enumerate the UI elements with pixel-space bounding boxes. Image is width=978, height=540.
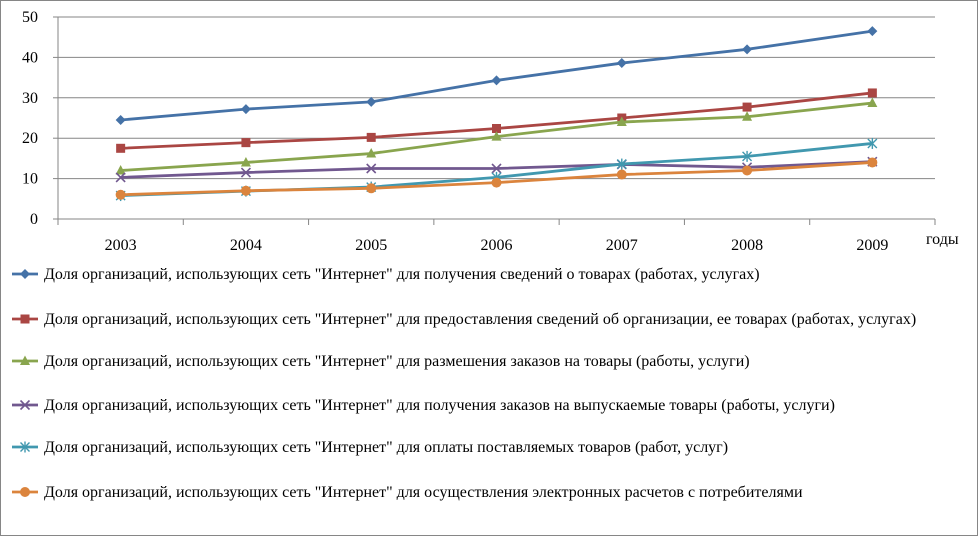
data-point [366, 132, 376, 142]
data-point [742, 111, 753, 121]
legend-item: Доля организаций, использующих сеть "Инт… [12, 484, 803, 501]
x-tick-label: 2004 [230, 237, 262, 254]
x-tick-label: 2007 [606, 237, 638, 254]
series-3 [115, 97, 878, 175]
legend-item: Доля организаций, использующих сеть "Инт… [12, 397, 835, 414]
data-point [115, 172, 126, 183]
legend-marker [20, 487, 30, 497]
data-point [116, 143, 126, 153]
data-point [616, 169, 627, 180]
data-point [867, 157, 878, 168]
y-tick-label: 30 [22, 90, 38, 107]
series-6 [115, 157, 878, 200]
data-point [491, 163, 502, 174]
legend-item: Доля организаций, использующих сеть "Инт… [12, 439, 728, 456]
series [115, 26, 878, 202]
data-point [366, 148, 377, 158]
y-tick-label: 0 [30, 211, 38, 228]
x-tick-label: 2005 [355, 237, 387, 254]
legend-label: Доля организаций, использующих сеть "Инт… [44, 353, 750, 370]
data-point [491, 75, 502, 86]
data-point [491, 177, 502, 188]
x-tick-label: 2009 [856, 237, 888, 254]
gridlines [58, 16, 935, 180]
data-point [241, 138, 251, 148]
data-point [742, 150, 753, 162]
legend-item: Доля организаций, использующих сеть "Инт… [12, 266, 760, 283]
y-tick-label: 40 [22, 49, 38, 66]
data-point [240, 185, 251, 196]
legend-label: Доля организаций, использующих сеть "Инт… [44, 266, 760, 283]
series-1 [115, 26, 878, 126]
y-tick-labels: 0 10 20 30 40 50 [22, 9, 38, 228]
data-point [867, 137, 878, 149]
data-point [492, 124, 501, 134]
data-point [742, 165, 753, 176]
legend-marker [20, 269, 30, 279]
data-point [867, 97, 878, 108]
x-tick-label: 2003 [105, 237, 137, 254]
data-point [867, 26, 878, 37]
legend-marker [20, 441, 30, 453]
data-point [115, 115, 126, 126]
data-point [616, 158, 627, 170]
y-tick-label: 20 [22, 130, 38, 147]
data-point [366, 163, 377, 174]
y-tick-label: 50 [22, 9, 38, 26]
data-point [616, 58, 627, 69]
data-point [867, 88, 877, 98]
legend-item: Доля организаций, использующих сеть "Инт… [12, 353, 750, 370]
legend-label: Доля организаций, использующих сеть "Инт… [44, 439, 728, 456]
data-point [115, 189, 126, 200]
data-point [366, 96, 377, 107]
legend-label: Доля организаций, использующих сеть "Инт… [44, 484, 803, 501]
axes [53, 16, 936, 225]
legend-marker [20, 355, 30, 365]
data-point [742, 44, 753, 55]
data-point [240, 104, 251, 115]
legend: Доля организаций, использующих сеть "Инт… [12, 266, 916, 501]
x-axis-label: годы [926, 231, 959, 248]
data-point [742, 102, 752, 112]
legend-label: Доля организаций, использующих сеть "Инт… [44, 397, 835, 414]
legend-item: Доля организаций, использующих сеть "Инт… [12, 311, 916, 328]
data-point [240, 156, 251, 167]
legend-marker [20, 314, 30, 324]
x-tick-label: 2008 [731, 237, 763, 254]
data-point [616, 116, 627, 127]
legend-label: Доля организаций, использующих сеть "Инт… [44, 311, 916, 328]
data-point [115, 165, 126, 175]
data-point [491, 131, 502, 141]
legend-marker [19, 399, 31, 411]
data-point [366, 183, 377, 194]
x-tick-label: 2006 [481, 237, 513, 254]
data-point [240, 167, 251, 178]
y-tick-label: 10 [22, 171, 38, 188]
x-tick-labels: 2003 2004 2005 2006 2007 2008 2009 [105, 237, 889, 254]
